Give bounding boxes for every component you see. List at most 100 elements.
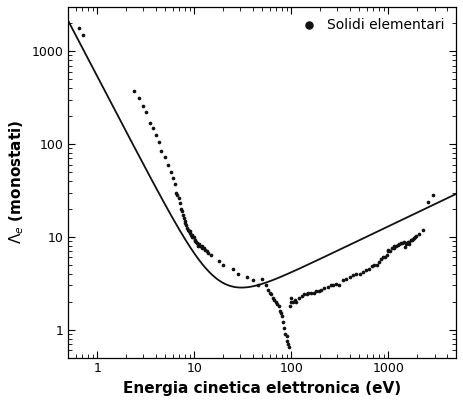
Point [416, 231, 423, 237]
Point [266, 289, 273, 296]
Point [395, 241, 403, 247]
Point [310, 289, 317, 296]
Point [198, 245, 206, 251]
Point [178, 208, 186, 214]
Point [409, 236, 417, 242]
Point [155, 139, 163, 145]
Point [201, 247, 209, 253]
Point [404, 239, 412, 245]
Point [195, 241, 202, 247]
Point [408, 237, 415, 243]
Point [181, 220, 189, 226]
Point [316, 288, 323, 295]
Point [271, 297, 278, 303]
Point [135, 95, 143, 102]
Point [190, 234, 198, 240]
Point [353, 270, 360, 277]
Point [283, 338, 290, 345]
Point [282, 331, 289, 337]
Point [80, 32, 87, 38]
Point [286, 303, 294, 309]
Point [332, 281, 340, 287]
Point [388, 245, 396, 252]
Point [196, 243, 204, 249]
Point [392, 243, 400, 249]
Point [192, 238, 199, 244]
Point [272, 299, 280, 305]
Point [193, 239, 200, 245]
Point [292, 297, 299, 303]
Point [405, 241, 412, 247]
Point [375, 259, 382, 266]
Point [264, 287, 272, 293]
Point [413, 233, 420, 239]
Point [205, 250, 212, 256]
Point [349, 272, 357, 278]
Point [377, 256, 385, 262]
Point [325, 284, 332, 290]
Point [368, 263, 375, 270]
Point [385, 248, 392, 254]
Point [219, 262, 227, 268]
Point [184, 224, 191, 231]
Y-axis label: $\Lambda_e$ (monostati): $\Lambda_e$ (monostati) [7, 120, 25, 245]
Point [276, 307, 283, 314]
Point [207, 251, 215, 258]
Point [150, 125, 157, 131]
Point [274, 301, 281, 307]
Point [406, 239, 413, 245]
Point [399, 240, 406, 247]
Point [193, 240, 200, 247]
Point [327, 282, 334, 289]
Point [379, 254, 387, 261]
Point [184, 226, 192, 233]
Point [339, 277, 346, 284]
Point [175, 195, 183, 202]
Point [419, 226, 427, 233]
Point [284, 341, 291, 347]
Point [194, 241, 201, 247]
Point [243, 274, 250, 280]
Point [292, 299, 300, 305]
Point [303, 291, 311, 298]
Point [429, 192, 437, 199]
Point [249, 277, 257, 284]
Point [403, 240, 410, 246]
Point [283, 333, 290, 339]
Point [298, 293, 305, 299]
Point [321, 285, 328, 291]
Point [390, 243, 398, 249]
Point [400, 239, 407, 245]
Point [407, 237, 414, 243]
Point [288, 299, 295, 305]
Point [169, 175, 176, 181]
Point [182, 222, 190, 228]
Legend: Solidi elementari: Solidi elementari [291, 14, 449, 36]
Point [186, 228, 193, 235]
Point [177, 206, 185, 212]
Point [281, 324, 288, 331]
Point [229, 266, 237, 272]
Point [385, 247, 392, 253]
Point [371, 262, 378, 268]
Point [190, 234, 197, 240]
Point [359, 269, 367, 275]
Point [191, 237, 198, 243]
Point [187, 228, 194, 235]
Point [346, 274, 353, 280]
Point [373, 262, 381, 268]
Point [300, 291, 307, 298]
Point [362, 267, 369, 273]
Point [189, 234, 196, 240]
Point [269, 295, 277, 301]
X-axis label: Energia cinetica elettronica (eV): Energia cinetica elettronica (eV) [123, 381, 401, 396]
Point [181, 217, 188, 224]
Point [381, 254, 388, 261]
Point [277, 310, 284, 317]
Point [387, 248, 394, 254]
Point [168, 169, 175, 175]
Point [412, 234, 419, 241]
Point [188, 232, 196, 238]
Point [312, 288, 319, 295]
Point [278, 313, 286, 319]
